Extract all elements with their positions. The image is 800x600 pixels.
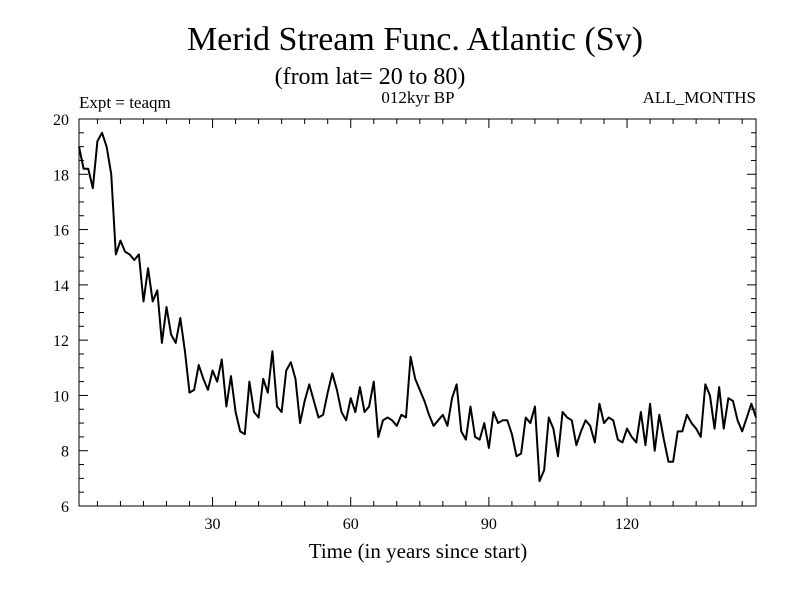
- y-axis-tick-labels: 6 8 10 12 14 16 18 20: [53, 112, 69, 516]
- plot-frame: [78, 118, 757, 507]
- y-tick-label: 16: [53, 223, 69, 240]
- x-tick-label: 120: [615, 516, 639, 533]
- experiment-label: Expt = teaqm: [79, 93, 171, 112]
- months-label: ALL_MONTHS: [643, 88, 756, 107]
- x-tick-label: 60: [343, 516, 359, 533]
- y-tick-label: 10: [53, 388, 69, 405]
- period-label: 012kyr BP: [381, 88, 454, 107]
- chart-title: Merid Stream Func. Atlantic (Sv): [187, 21, 643, 58]
- x-axis-label: Time (in years since start): [309, 539, 528, 563]
- y-tick-label: 14: [53, 278, 69, 295]
- x-axis-ticks: [96, 119, 743, 506]
- y-tick-label: 12: [53, 333, 69, 350]
- x-axis-tick-labels: 30 60 90 120: [205, 516, 639, 533]
- y-axis-ticks: [79, 118, 756, 507]
- y-tick-label: 6: [61, 499, 69, 516]
- x-tick-label: 30: [205, 516, 221, 533]
- y-tick-label: 18: [53, 167, 69, 184]
- chart-subtitle: (from lat= 20 to 80): [275, 64, 466, 90]
- x-tick-label: 90: [481, 516, 497, 533]
- y-tick-label: 8: [61, 444, 69, 461]
- series-line: [78, 131, 757, 483]
- y-tick-label: 20: [53, 112, 69, 129]
